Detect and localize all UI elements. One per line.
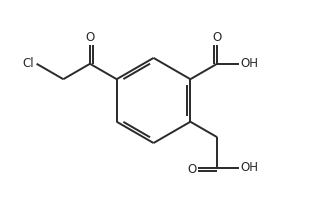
Text: OH: OH — [240, 57, 258, 70]
Text: Cl: Cl — [23, 57, 34, 70]
Text: O: O — [85, 30, 95, 44]
Text: O: O — [212, 30, 222, 44]
Text: OH: OH — [240, 161, 258, 174]
Text: O: O — [188, 163, 197, 176]
